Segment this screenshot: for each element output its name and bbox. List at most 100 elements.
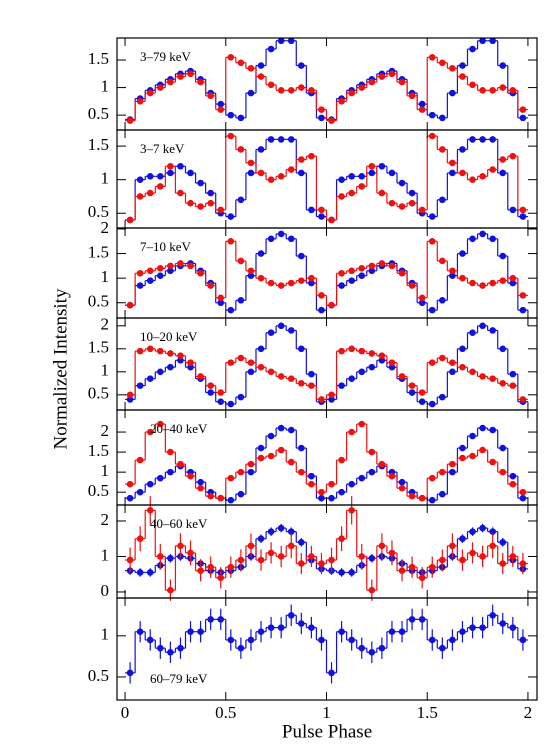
point: [368, 448, 376, 456]
point: [257, 454, 265, 462]
point: [227, 636, 235, 644]
point: [257, 628, 265, 636]
point: [136, 569, 144, 576]
point: [459, 73, 466, 80]
point: [247, 468, 255, 476]
point: [308, 87, 315, 94]
point: [136, 347, 144, 355]
point: [428, 111, 436, 119]
point: [449, 542, 456, 550]
point: [509, 274, 517, 282]
point: [398, 373, 406, 380]
point: [328, 117, 335, 124]
point: [408, 492, 416, 500]
point: [308, 274, 315, 282]
point: [449, 368, 456, 376]
point: [217, 398, 225, 406]
point: [459, 169, 466, 177]
point: [378, 260, 386, 267]
point: [177, 73, 184, 80]
point: [459, 628, 466, 636]
point: [348, 267, 355, 275]
point: [489, 37, 496, 45]
point: [348, 428, 355, 436]
point: [459, 556, 466, 564]
point: [398, 179, 406, 187]
panel-label: 7–10 keV: [140, 239, 192, 254]
point: [469, 81, 476, 89]
point: [136, 456, 144, 464]
point: [398, 269, 406, 277]
point: [197, 628, 204, 636]
point: [318, 206, 325, 214]
point: [398, 628, 406, 636]
point: [267, 624, 275, 631]
point: [469, 549, 476, 557]
point: [227, 111, 235, 119]
point: [146, 267, 154, 275]
point: [298, 380, 305, 387]
point: [499, 156, 507, 163]
point: [247, 169, 255, 177]
point: [499, 252, 507, 260]
point: [348, 89, 355, 97]
panel-frame: [116, 597, 538, 701]
point: [157, 183, 164, 190]
point: [207, 382, 214, 389]
point: [287, 611, 295, 619]
point: [499, 277, 507, 284]
point: [418, 100, 426, 108]
point: [519, 213, 527, 220]
point: [338, 569, 345, 576]
point: [479, 173, 486, 180]
point: [247, 359, 255, 366]
point: [257, 73, 265, 80]
point: [428, 400, 436, 408]
point: [247, 89, 255, 97]
point: [136, 176, 144, 183]
point: [187, 472, 194, 480]
point: [358, 84, 366, 91]
point: [519, 494, 527, 502]
point: [459, 444, 466, 452]
point: [388, 472, 396, 480]
point: [328, 301, 335, 309]
point: [277, 230, 285, 238]
point: [519, 306, 527, 314]
point: [358, 474, 366, 482]
point: [237, 644, 245, 652]
point: [418, 294, 426, 302]
point: [136, 535, 144, 543]
y-tick-label: 2: [101, 315, 110, 334]
point: [287, 37, 295, 45]
point: [267, 452, 275, 460]
point: [519, 206, 527, 214]
point: [469, 528, 476, 535]
point: [428, 237, 436, 245]
point: [489, 542, 496, 550]
point: [287, 375, 295, 383]
point: [338, 347, 345, 355]
point: [338, 628, 345, 636]
point: [398, 484, 406, 492]
point: [146, 428, 154, 436]
point: [197, 269, 204, 277]
point: [126, 669, 134, 677]
point: [449, 359, 456, 366]
point: [439, 490, 446, 498]
point: [378, 352, 386, 360]
point: [207, 563, 214, 571]
y-tick-label: 2: [101, 421, 110, 440]
point: [227, 132, 235, 140]
point: [217, 574, 225, 582]
point: [509, 472, 517, 480]
point: [157, 173, 164, 180]
point: [298, 468, 305, 476]
point: [479, 230, 486, 238]
point: [439, 556, 446, 564]
y-tick-label: 0.5: [88, 104, 109, 123]
point: [197, 78, 204, 86]
point: [348, 375, 355, 383]
point: [298, 620, 305, 627]
